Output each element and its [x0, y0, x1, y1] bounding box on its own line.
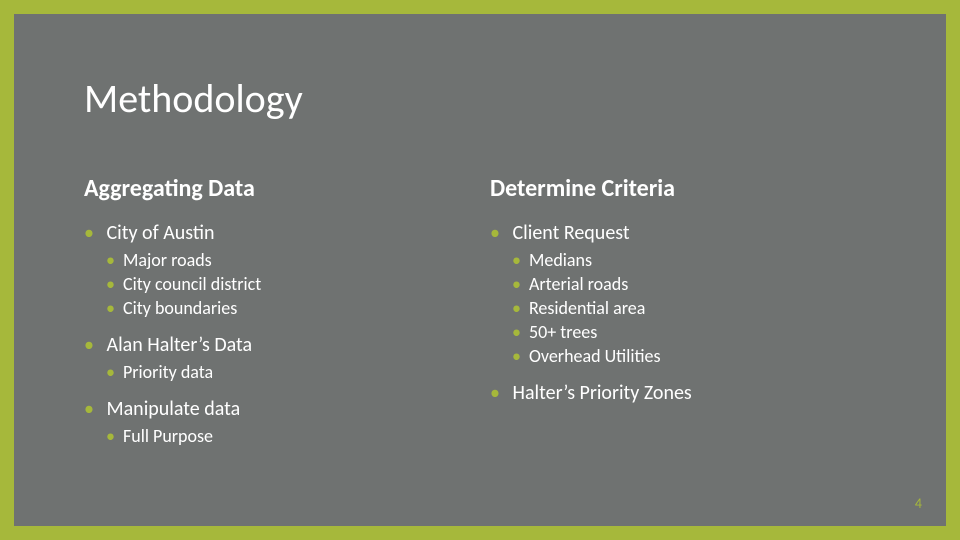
item-label: Halter’s Priority Zones	[513, 381, 692, 405]
item-label: Manipulate data	[107, 397, 241, 421]
list-item: Client Request Medians Arterial roads Re…	[490, 221, 876, 367]
list-item: City of Austin Major roads City council …	[84, 221, 470, 319]
slide: Methodology Aggregating Data City of Aus…	[14, 14, 946, 526]
left-heading: Aggregating Data	[84, 174, 470, 203]
sub-list: Priority data	[106, 361, 470, 383]
sub-item: Overhead Utilities	[512, 345, 876, 367]
sub-item: Medians	[512, 249, 876, 271]
right-heading: Determine Criteria	[490, 174, 876, 203]
sub-list: Full Purpose	[106, 425, 470, 447]
left-column: Aggregating Data City of Austin Major ro…	[84, 174, 470, 461]
slide-title: Methodology	[84, 74, 303, 123]
list-item: Manipulate data Full Purpose	[84, 397, 470, 447]
list-item: Alan Halter’s Data Priority data	[84, 333, 470, 383]
sub-item: Major roads	[106, 249, 470, 271]
page-number: 4	[915, 495, 922, 512]
item-label: Alan Halter’s Data	[107, 333, 253, 357]
content-columns: Aggregating Data City of Austin Major ro…	[84, 174, 876, 461]
list-item: Halter’s Priority Zones	[490, 381, 876, 405]
item-label: City of Austin	[107, 221, 215, 245]
right-list: Client Request Medians Arterial roads Re…	[490, 221, 876, 405]
sub-item: Priority data	[106, 361, 470, 383]
item-label: Client Request	[513, 221, 630, 245]
sub-item: Full Purpose	[106, 425, 470, 447]
right-column: Determine Criteria Client Request Median…	[490, 174, 876, 461]
sub-list: Major roads City council district City b…	[106, 249, 470, 319]
sub-item: Arterial roads	[512, 273, 876, 295]
sub-list: Medians Arterial roads Residential area …	[512, 249, 876, 367]
sub-item: 50+ trees	[512, 321, 876, 343]
sub-item: Residential area	[512, 297, 876, 319]
sub-item: City boundaries	[106, 297, 470, 319]
left-list: City of Austin Major roads City council …	[84, 221, 470, 447]
sub-item: City council district	[106, 273, 470, 295]
